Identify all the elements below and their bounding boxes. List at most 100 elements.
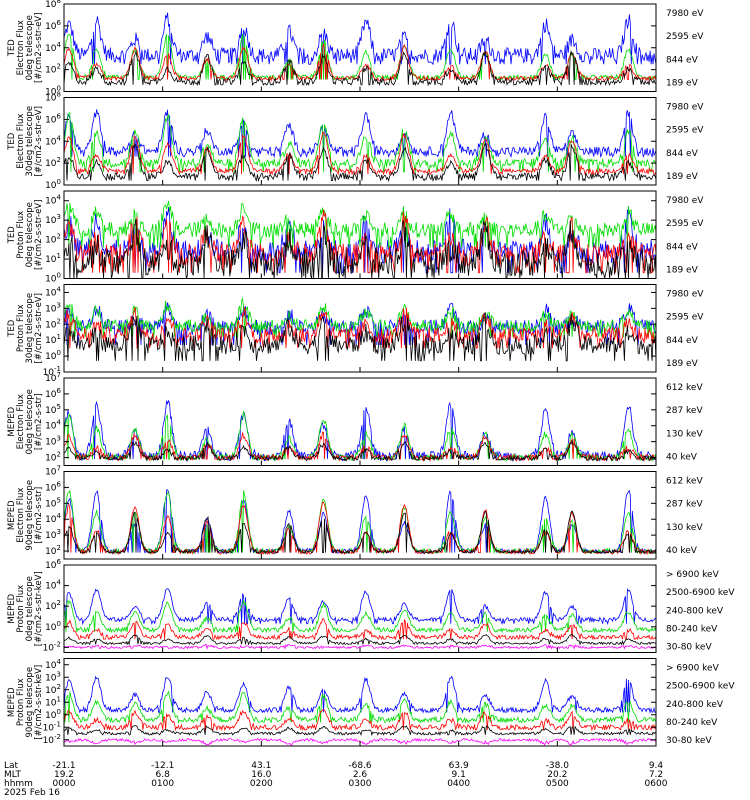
panel-5-ytick-label-2: 106 — [45, 387, 61, 400]
panel-2-series-1 — [63, 109, 657, 159]
panel-3-frame — [63, 190, 657, 279]
panel-4-series-1 — [63, 301, 657, 346]
panel-4-legend-2: 2595 eV — [666, 313, 704, 323]
x-tick-hhmm-1: 0100 — [151, 779, 174, 789]
panel-4-ytick-label-4: 101 — [45, 333, 61, 346]
x-tick-lat-6: 9.4 — [649, 761, 664, 771]
x-tick-lat-4: 63.9 — [449, 761, 469, 771]
panel-6-ylabel: MEPEDElectron Flux90deg telescope[#/cm2-… — [7, 480, 44, 551]
panel-8-ytick-label-1: 104 — [45, 658, 61, 671]
panel-1-ytick-label-2: 106 — [45, 19, 61, 32]
panel-1-ylabel: TEDElectron Flux0deg telescope[#/cm2-s-s… — [7, 13, 44, 83]
panel-6-series-2 — [63, 489, 657, 555]
panel-1-legend-1: 7980 eV — [666, 9, 704, 19]
panel-7-ytick-label-1: 106 — [45, 558, 61, 571]
panel-2-ytick-label-5: 100 — [45, 178, 61, 191]
panel-8-ytick-label-2: 103 — [45, 670, 61, 683]
panel-7-series-1 — [63, 587, 657, 626]
panel-8-series-2 — [63, 690, 657, 724]
panel-4-series-2 — [63, 297, 657, 338]
panel-6-legend-2: 287 keV — [666, 500, 703, 510]
panel-2-legend-3: 844 eV — [666, 149, 699, 159]
panel-7-legend-4: 80-240 keV — [666, 624, 718, 634]
panel-2-legend-1: 7980 eV — [666, 103, 704, 113]
panel-5-series-4 — [63, 439, 657, 463]
x-tick-mlt-0: 19.2 — [54, 770, 74, 780]
panel-3-legend-3: 844 eV — [666, 242, 699, 252]
panel-8-ytick-label-5: 100 — [45, 708, 61, 721]
lat-row-label: Lat — [4, 761, 19, 771]
panel-2-series-2 — [63, 112, 657, 173]
panel-7-legend-3: 240-800 keV — [666, 606, 724, 616]
panel-3-ytick-label-2: 103 — [45, 213, 61, 226]
panel-2-ylabel: TEDElectron Flux30deg telescope[#/cm2-s-… — [7, 106, 44, 177]
panel-5-legend-3: 130 keV — [666, 429, 703, 439]
panel-2-ytick-label-2: 106 — [45, 112, 61, 125]
x-tick-lat-3: -68.6 — [348, 761, 372, 771]
panel-8-legend-4: 80-240 keV — [666, 718, 718, 728]
panel-8-ytick-label-7: 10-2 — [43, 733, 61, 746]
panel-3-ytick-label-4: 101 — [45, 252, 61, 265]
panel-2-legend-4: 189 eV — [666, 172, 699, 182]
panel-8-ylabel: MEPEDProton Flux90deg telescope[#/cm2-s-… — [7, 665, 44, 740]
panel-6-legend-1: 612 keV — [666, 477, 703, 487]
panel-6-ytick-label-4: 104 — [45, 512, 61, 525]
panel-4-ylabel: TEDProton Flux30deg telescope[#/cm2-s-st… — [7, 293, 44, 364]
panel-7-legend-2: 2500-6900 keV — [666, 588, 735, 598]
panel-3-series-2 — [63, 200, 657, 248]
panel-8-legend-5: 30-80 keV — [666, 736, 712, 746]
panel-5-ytick-label-4: 104 — [45, 419, 61, 432]
panel-6-ytick-label-3: 105 — [45, 496, 61, 509]
panel-8-series-1 — [63, 675, 657, 714]
x-tick-mlt-3: 2.6 — [353, 770, 368, 780]
x-tick-lat-0: -21.1 — [52, 761, 75, 771]
panel-8-series-4 — [63, 725, 657, 737]
panel-1-ytick-label-4: 102 — [45, 63, 61, 76]
panel-1-legend-3: 844 eV — [666, 55, 699, 65]
panel-3-legend-2: 2595 eV — [666, 219, 704, 229]
panel-4-series-4 — [63, 311, 657, 362]
panel-6-legend-4: 40 keV — [666, 546, 698, 556]
panel-6-legend-3: 130 keV — [666, 523, 703, 533]
panel-6-ytick-label-6: 102 — [45, 544, 61, 557]
x-tick-hhmm-0: 0000 — [53, 779, 76, 789]
panel-1-legend-2: 2595 eV — [666, 32, 704, 42]
panel-2-ytick-label-3: 104 — [45, 134, 61, 147]
panel-4-legend-4: 189 eV — [666, 359, 699, 369]
mlt-row-label: MLT — [4, 770, 22, 780]
panel-1-series-3 — [63, 43, 657, 82]
panel-1-series-1 — [63, 12, 657, 66]
panel-4-legend-1: 7980 eV — [666, 290, 704, 300]
panel-3-legend-1: 7980 eV — [666, 196, 704, 206]
x-tick-mlt-2: 16.0 — [251, 770, 271, 780]
panel-7-series-4 — [63, 633, 657, 646]
x-tick-lat-1: -12.1 — [151, 761, 174, 771]
panel-4-ytick-label-1: 104 — [45, 285, 61, 298]
panel-5-legend-1: 612 keV — [666, 383, 703, 393]
panel-5-series-1 — [63, 399, 657, 463]
panel-7-series-3 — [63, 618, 657, 641]
panel-2-series-4 — [63, 142, 657, 183]
panel-3-series-4 — [63, 219, 657, 279]
panel-7-legend-1: > 6900 keV — [666, 570, 720, 580]
x-tick-mlt-1: 6.8 — [156, 770, 171, 780]
panel-2-legend-2: 2595 eV — [666, 126, 704, 136]
panel-8-ytick-label-6: 10-1 — [43, 720, 61, 733]
panel-5-ylabel: MEPEDElectron Flux0deg telescope[#/cm2-s… — [7, 389, 44, 454]
panel-3-ytick-label-3: 102 — [45, 233, 61, 246]
x-tick-hhmm-5: 0500 — [546, 779, 569, 789]
panel-8-series-3 — [63, 709, 657, 732]
panel-7-ylabel: MEPEDProton Flux0deg telescope[#/cm2-s-s… — [7, 571, 44, 646]
panel-1-ytick-label-3: 104 — [45, 41, 61, 54]
x-tick-hhmm-2: 0200 — [250, 779, 273, 789]
x-tick-hhmm-6: 0600 — [645, 779, 668, 789]
panel-1-ytick-label-1: 108 — [45, 0, 61, 10]
panel-3-series-3 — [63, 209, 657, 274]
